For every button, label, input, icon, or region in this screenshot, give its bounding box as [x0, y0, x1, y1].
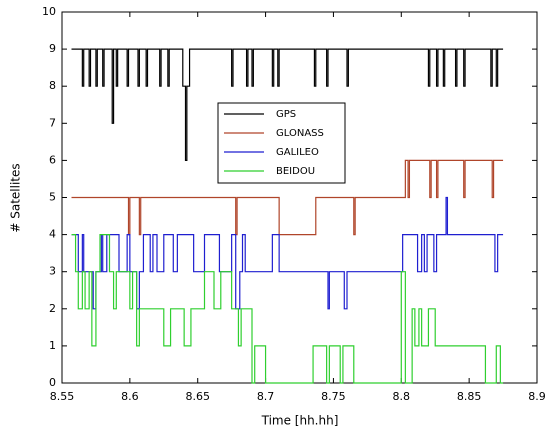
legend-label: GALILEO — [276, 147, 319, 158]
y-tick-label: 10 — [42, 5, 56, 18]
x-tick-label: 8.8 — [393, 390, 411, 403]
y-tick-label: 1 — [49, 339, 56, 352]
x-tick-label: 8.7 — [257, 390, 275, 403]
y-tick-label: 0 — [49, 376, 56, 389]
series-line — [71, 234, 504, 384]
legend-label: GPS — [276, 109, 296, 120]
legend-box — [217, 102, 346, 184]
y-tick-label: 3 — [49, 265, 56, 278]
series-line — [71, 159, 504, 236]
series-line — [71, 48, 504, 161]
series-line — [71, 196, 504, 310]
legend-label: BEIDOU — [276, 166, 315, 177]
y-tick-label: 4 — [49, 228, 56, 241]
y-tick-label: 6 — [49, 153, 56, 166]
x-tick-label: 8.75 — [321, 390, 346, 403]
y-axis-label: # Satellites — [9, 163, 23, 232]
y-tick-label: 2 — [49, 302, 56, 315]
x-tick-label: 8.85 — [457, 390, 482, 403]
x-tick-label: 8.6 — [121, 390, 139, 403]
y-tick-label: 9 — [49, 42, 56, 55]
legend-label: GLONASS — [276, 128, 324, 139]
y-tick-label: 8 — [49, 79, 56, 92]
legend: GPS GLONASS GALILEO BEIDOU — [217, 102, 346, 184]
y-tick-label: 5 — [49, 191, 56, 204]
x-axis-label: Time [hh.hh] — [261, 414, 339, 428]
x-tick-label: 8.65 — [185, 390, 210, 403]
x-tick-label: 8.9 — [528, 390, 546, 403]
y-tick-label: 7 — [49, 116, 56, 129]
x-tick-label: 8.55 — [50, 390, 75, 403]
